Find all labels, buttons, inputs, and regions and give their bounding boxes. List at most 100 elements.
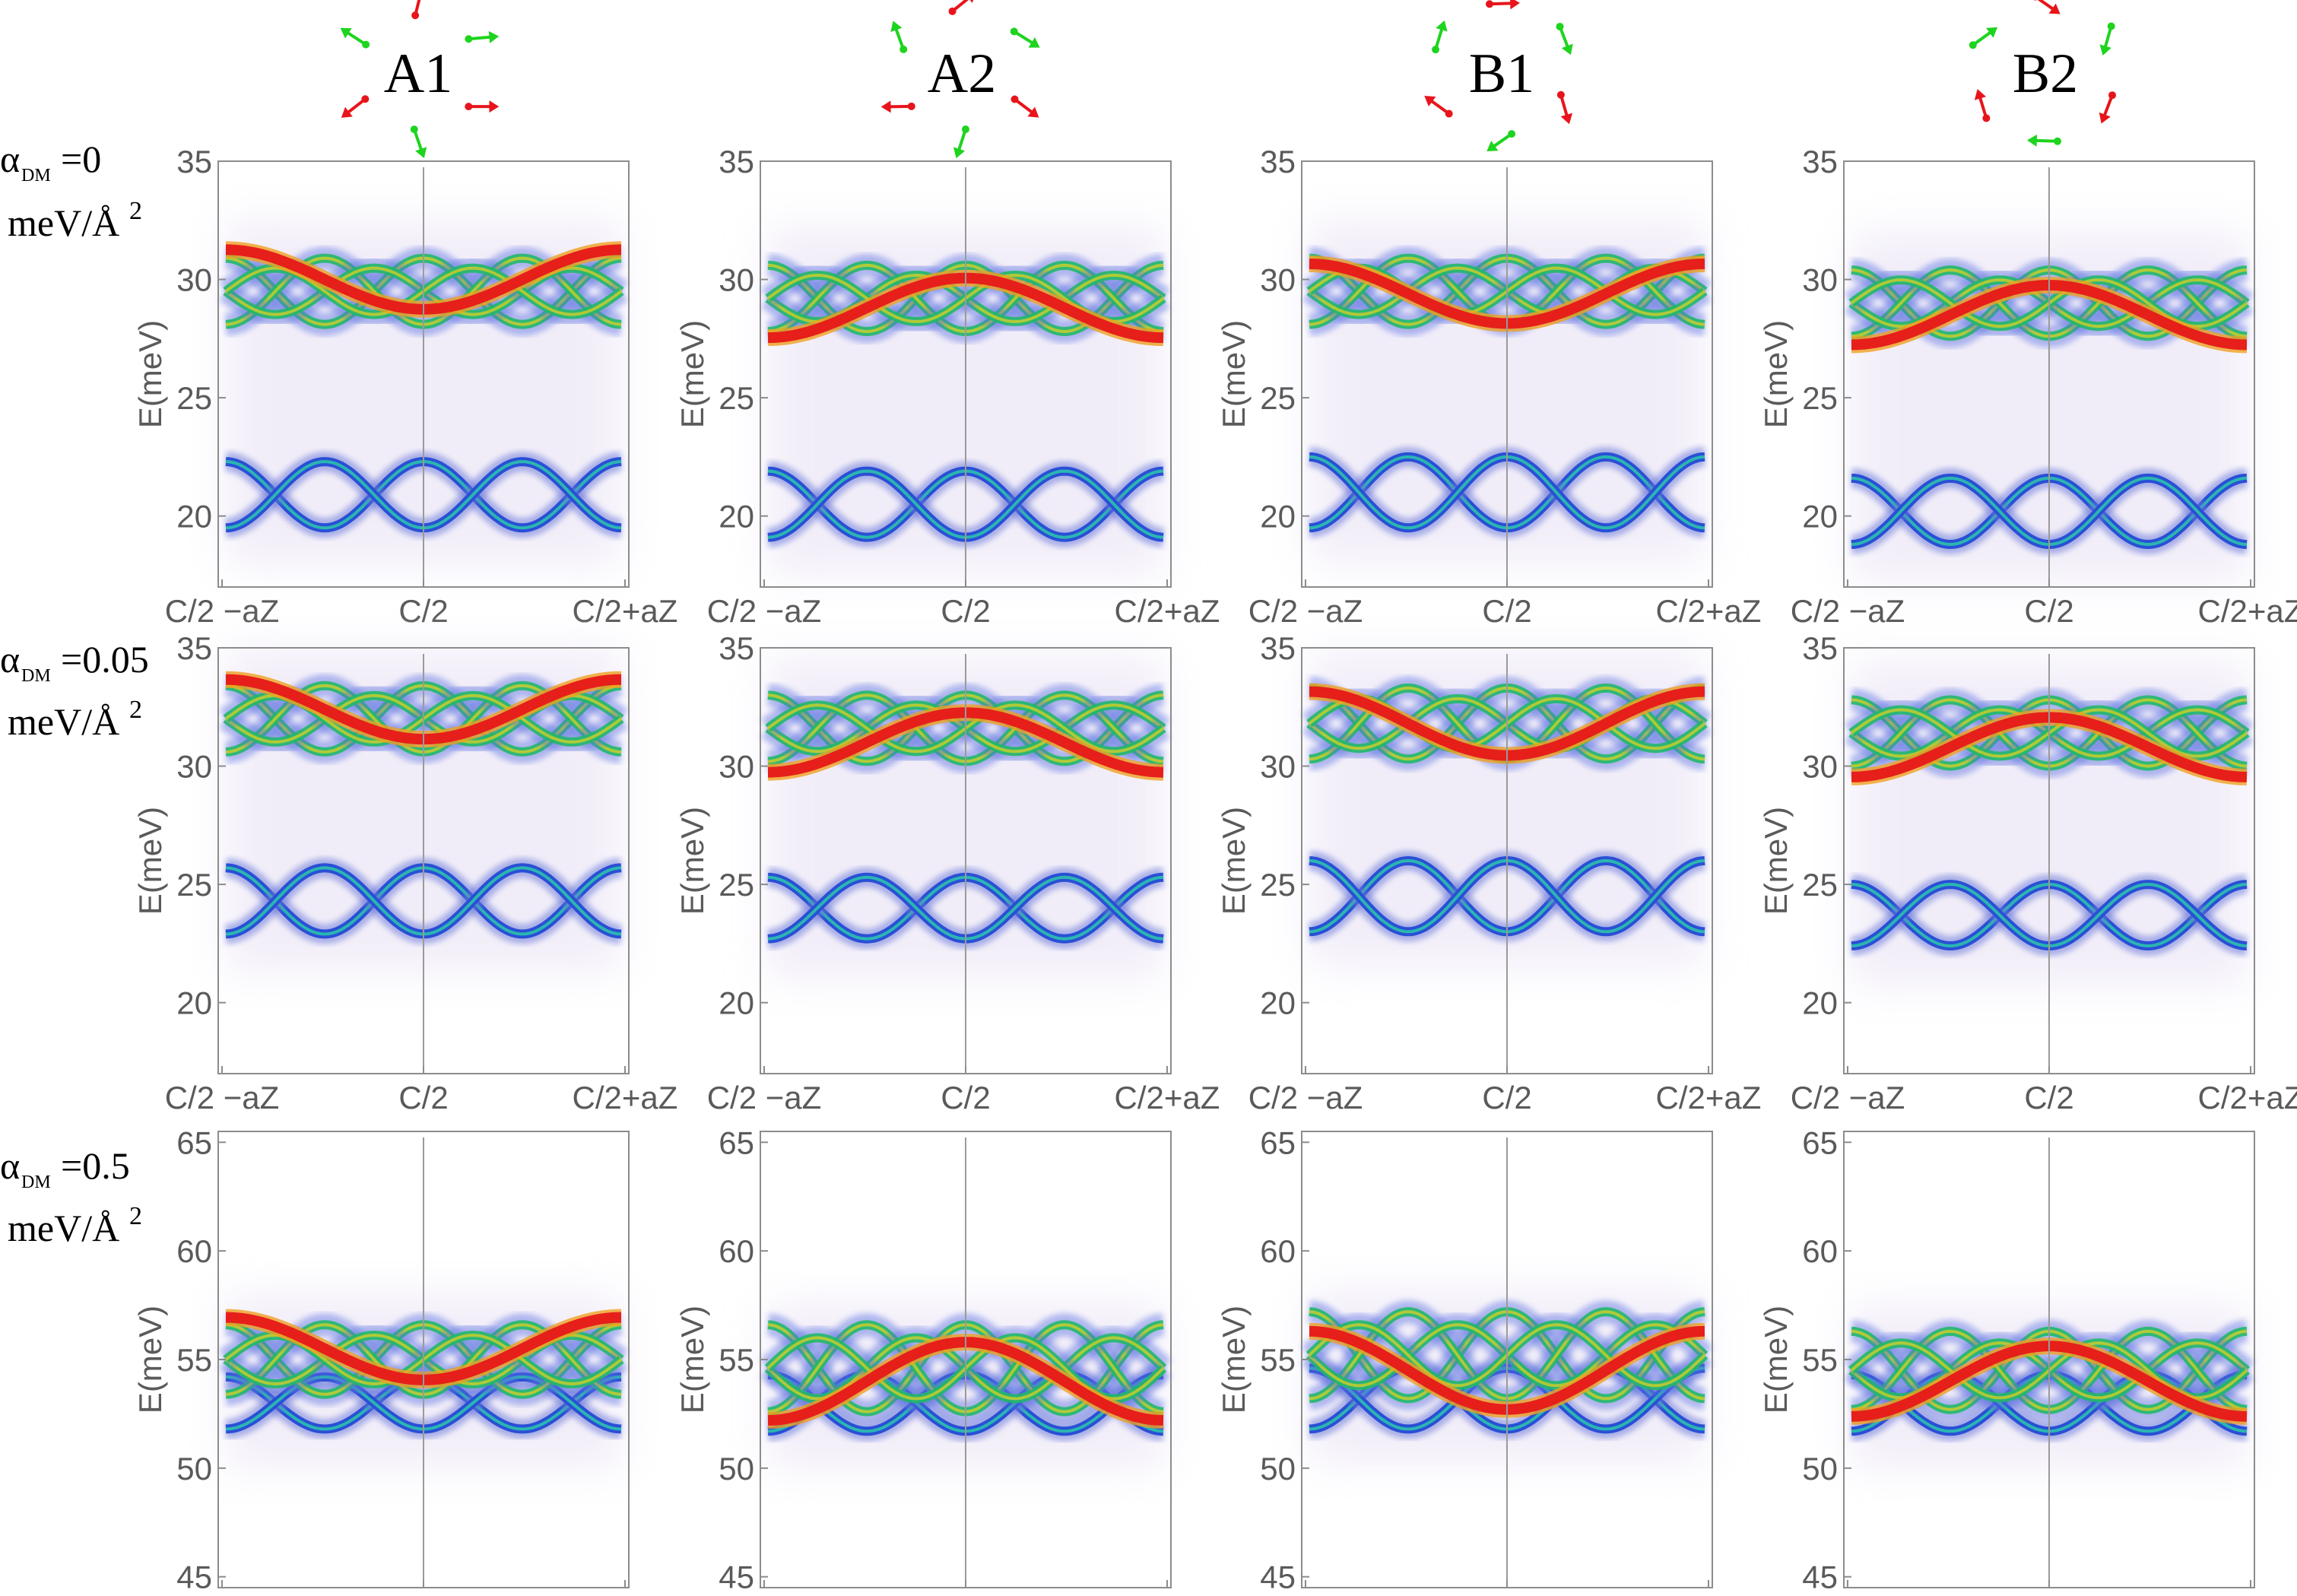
row-1-sub: DM bbox=[21, 666, 51, 686]
x-tick-label: C/2 bbox=[941, 1080, 990, 1115]
y-tick-label: 55 bbox=[1802, 1342, 1838, 1378]
y-tick-label: 25 bbox=[719, 867, 754, 903]
spin-arrows-icon bbox=[1969, 0, 2117, 147]
x-tick-label: C/2 bbox=[398, 1594, 448, 1596]
y-tick-label: 50 bbox=[1802, 1451, 1838, 1487]
panel-grid: 20 25 30 35 E(meV) C/2 −aZ C/2 C/2+aZ 20 25 30 35 E(… bbox=[132, 144, 2297, 1596]
x-tick-label: C/2+aZ bbox=[2198, 1594, 2297, 1596]
x-tick-label: C/2 −aZ bbox=[165, 1080, 280, 1115]
x-tick-label: C/2 −aZ bbox=[1248, 1080, 1363, 1115]
y-tick-label: 35 bbox=[176, 630, 212, 666]
y-axis-title: E(meV) bbox=[1758, 1306, 1794, 1414]
row-2-sub: DM bbox=[21, 1172, 51, 1192]
y-tick-label: 20 bbox=[1802, 499, 1838, 535]
row-0-alpha: α bbox=[0, 138, 20, 180]
y-tick-label: 45 bbox=[719, 1560, 754, 1595]
row-label-1: α DM =0.05 meV/Å 2 bbox=[0, 638, 149, 743]
y-tick-label: 60 bbox=[1260, 1233, 1296, 1269]
y-tick-label: 45 bbox=[1260, 1560, 1296, 1595]
x-tick-label: C/2+aZ bbox=[1115, 1080, 1220, 1115]
row-1-alpha: α bbox=[0, 638, 20, 681]
panel-r2-b1: 45 50 55 60 65 E(meV) C/2 −aZ C/2 C/2+aZ bbox=[1216, 1125, 1761, 1596]
y-tick-label: 20 bbox=[719, 499, 754, 535]
y-tick-label: 30 bbox=[1802, 262, 1838, 298]
row-1-exp: 2 bbox=[129, 696, 142, 724]
panel-r2-b2: 45 50 55 60 65 E(meV) C/2 −aZ C/2 C/2+aZ bbox=[1758, 1125, 2297, 1596]
y-tick-label: 20 bbox=[1260, 985, 1296, 1021]
x-tick-label: C/2 −aZ bbox=[1791, 1594, 1905, 1596]
y-tick-label: 45 bbox=[1802, 1560, 1838, 1595]
y-tick-label: 20 bbox=[719, 985, 754, 1021]
y-axis-title: E(meV) bbox=[1216, 1306, 1252, 1414]
spin-arrows-icon bbox=[880, 0, 1040, 159]
y-tick-label: 35 bbox=[719, 630, 754, 666]
y-tick-label: 35 bbox=[176, 144, 212, 179]
y-tick-label: 30 bbox=[1260, 262, 1296, 298]
y-axis-title: E(meV) bbox=[674, 320, 710, 428]
y-tick-label: 20 bbox=[176, 985, 212, 1021]
y-tick-label: 30 bbox=[176, 749, 212, 785]
x-tick-label: C/2 −aZ bbox=[707, 593, 822, 629]
panel-r0-a1: 20 25 30 35 E(meV) C/2 −aZ C/2 C/2+aZ bbox=[132, 144, 677, 629]
panel-r2-a2: 45 50 55 60 65 E(meV) C/2 −aZ C/2 C/2+aZ bbox=[674, 1125, 1220, 1596]
panel-r0-b2: 20 25 30 35 E(meV) C/2 −aZ C/2 C/2+aZ bbox=[1758, 144, 2297, 629]
panel-r2-a1: 45 50 55 60 65 E(meV) C/2 −aZ C/2 C/2+aZ bbox=[132, 1125, 677, 1596]
x-tick-label: C/2+aZ bbox=[1656, 1594, 1762, 1596]
y-tick-label: 35 bbox=[1802, 630, 1838, 666]
y-tick-label: 25 bbox=[1802, 380, 1838, 416]
panel-r1-a1: 20 25 30 35 E(meV) C/2 −aZ C/2 C/2+aZ bbox=[132, 630, 677, 1115]
y-tick-label: 55 bbox=[176, 1342, 212, 1378]
y-tick-label: 30 bbox=[1802, 749, 1838, 785]
y-tick-label: 25 bbox=[176, 867, 212, 903]
spin-arrows-icon bbox=[340, 0, 500, 158]
y-tick-label: 20 bbox=[1260, 499, 1296, 535]
y-tick-label: 25 bbox=[719, 380, 754, 416]
y-tick-label: 35 bbox=[1260, 630, 1296, 666]
y-tick-label: 30 bbox=[719, 749, 754, 785]
x-tick-label: C/2+aZ bbox=[2198, 593, 2297, 629]
y-tick-label: 25 bbox=[1260, 867, 1296, 903]
y-tick-label: 20 bbox=[176, 499, 212, 535]
y-tick-label: 35 bbox=[1802, 144, 1838, 179]
x-tick-label: C/2+aZ bbox=[573, 1080, 678, 1115]
x-tick-label: C/2 −aZ bbox=[1791, 593, 1905, 629]
row-2-alpha: α bbox=[0, 1144, 20, 1187]
panel-r1-b2: 20 25 30 35 E(meV) C/2 −aZ C/2 C/2+aZ bbox=[1758, 630, 2297, 1115]
x-tick-label: C/2+aZ bbox=[573, 1594, 678, 1596]
panel-r1-a2: 20 25 30 35 E(meV) C/2 −aZ C/2 C/2+aZ bbox=[674, 630, 1220, 1115]
y-tick-label: 65 bbox=[719, 1125, 754, 1160]
y-axis-title: E(meV) bbox=[1216, 807, 1252, 915]
y-tick-label: 30 bbox=[176, 262, 212, 298]
row-2-exp: 2 bbox=[129, 1202, 142, 1230]
x-tick-label: C/2 bbox=[1482, 1594, 1531, 1596]
column-title-b1: B1 bbox=[1469, 43, 1534, 105]
row-0-sub: DM bbox=[21, 166, 51, 186]
y-tick-label: 25 bbox=[1260, 380, 1296, 416]
y-tick-label: 30 bbox=[719, 262, 754, 298]
y-axis-title: E(meV) bbox=[674, 807, 710, 915]
x-tick-label: C/2 bbox=[398, 593, 448, 629]
y-tick-label: 60 bbox=[1802, 1233, 1838, 1269]
x-tick-label: C/2 −aZ bbox=[707, 1594, 822, 1596]
column-title-a2: A2 bbox=[928, 43, 996, 105]
panel-r0-b1: 20 25 30 35 E(meV) C/2 −aZ C/2 C/2+aZ bbox=[1216, 144, 1761, 629]
y-axis-title: E(meV) bbox=[1758, 807, 1794, 915]
y-tick-label: 50 bbox=[1260, 1451, 1296, 1487]
column-title-b2: B2 bbox=[2013, 43, 2078, 105]
y-tick-label: 65 bbox=[176, 1125, 212, 1160]
row-2-value: =0.5 bbox=[61, 1144, 130, 1187]
y-tick-label: 35 bbox=[719, 144, 754, 179]
y-tick-label: 60 bbox=[176, 1233, 212, 1269]
x-tick-label: C/2 bbox=[1482, 1080, 1531, 1115]
y-axis-title: E(meV) bbox=[1758, 320, 1794, 428]
x-tick-label: C/2 bbox=[1482, 593, 1531, 629]
row-label-2: α DM =0.5 meV/Å 2 bbox=[0, 1144, 142, 1249]
y-axis-title: E(meV) bbox=[132, 320, 168, 428]
x-tick-label: C/2+aZ bbox=[573, 593, 678, 629]
y-axis-title: E(meV) bbox=[132, 1306, 168, 1414]
x-tick-label: C/2+aZ bbox=[1115, 593, 1220, 629]
y-axis-title: E(meV) bbox=[674, 1306, 710, 1414]
x-tick-label: C/2 −aZ bbox=[1248, 1594, 1363, 1596]
y-tick-label: 35 bbox=[1260, 144, 1296, 179]
